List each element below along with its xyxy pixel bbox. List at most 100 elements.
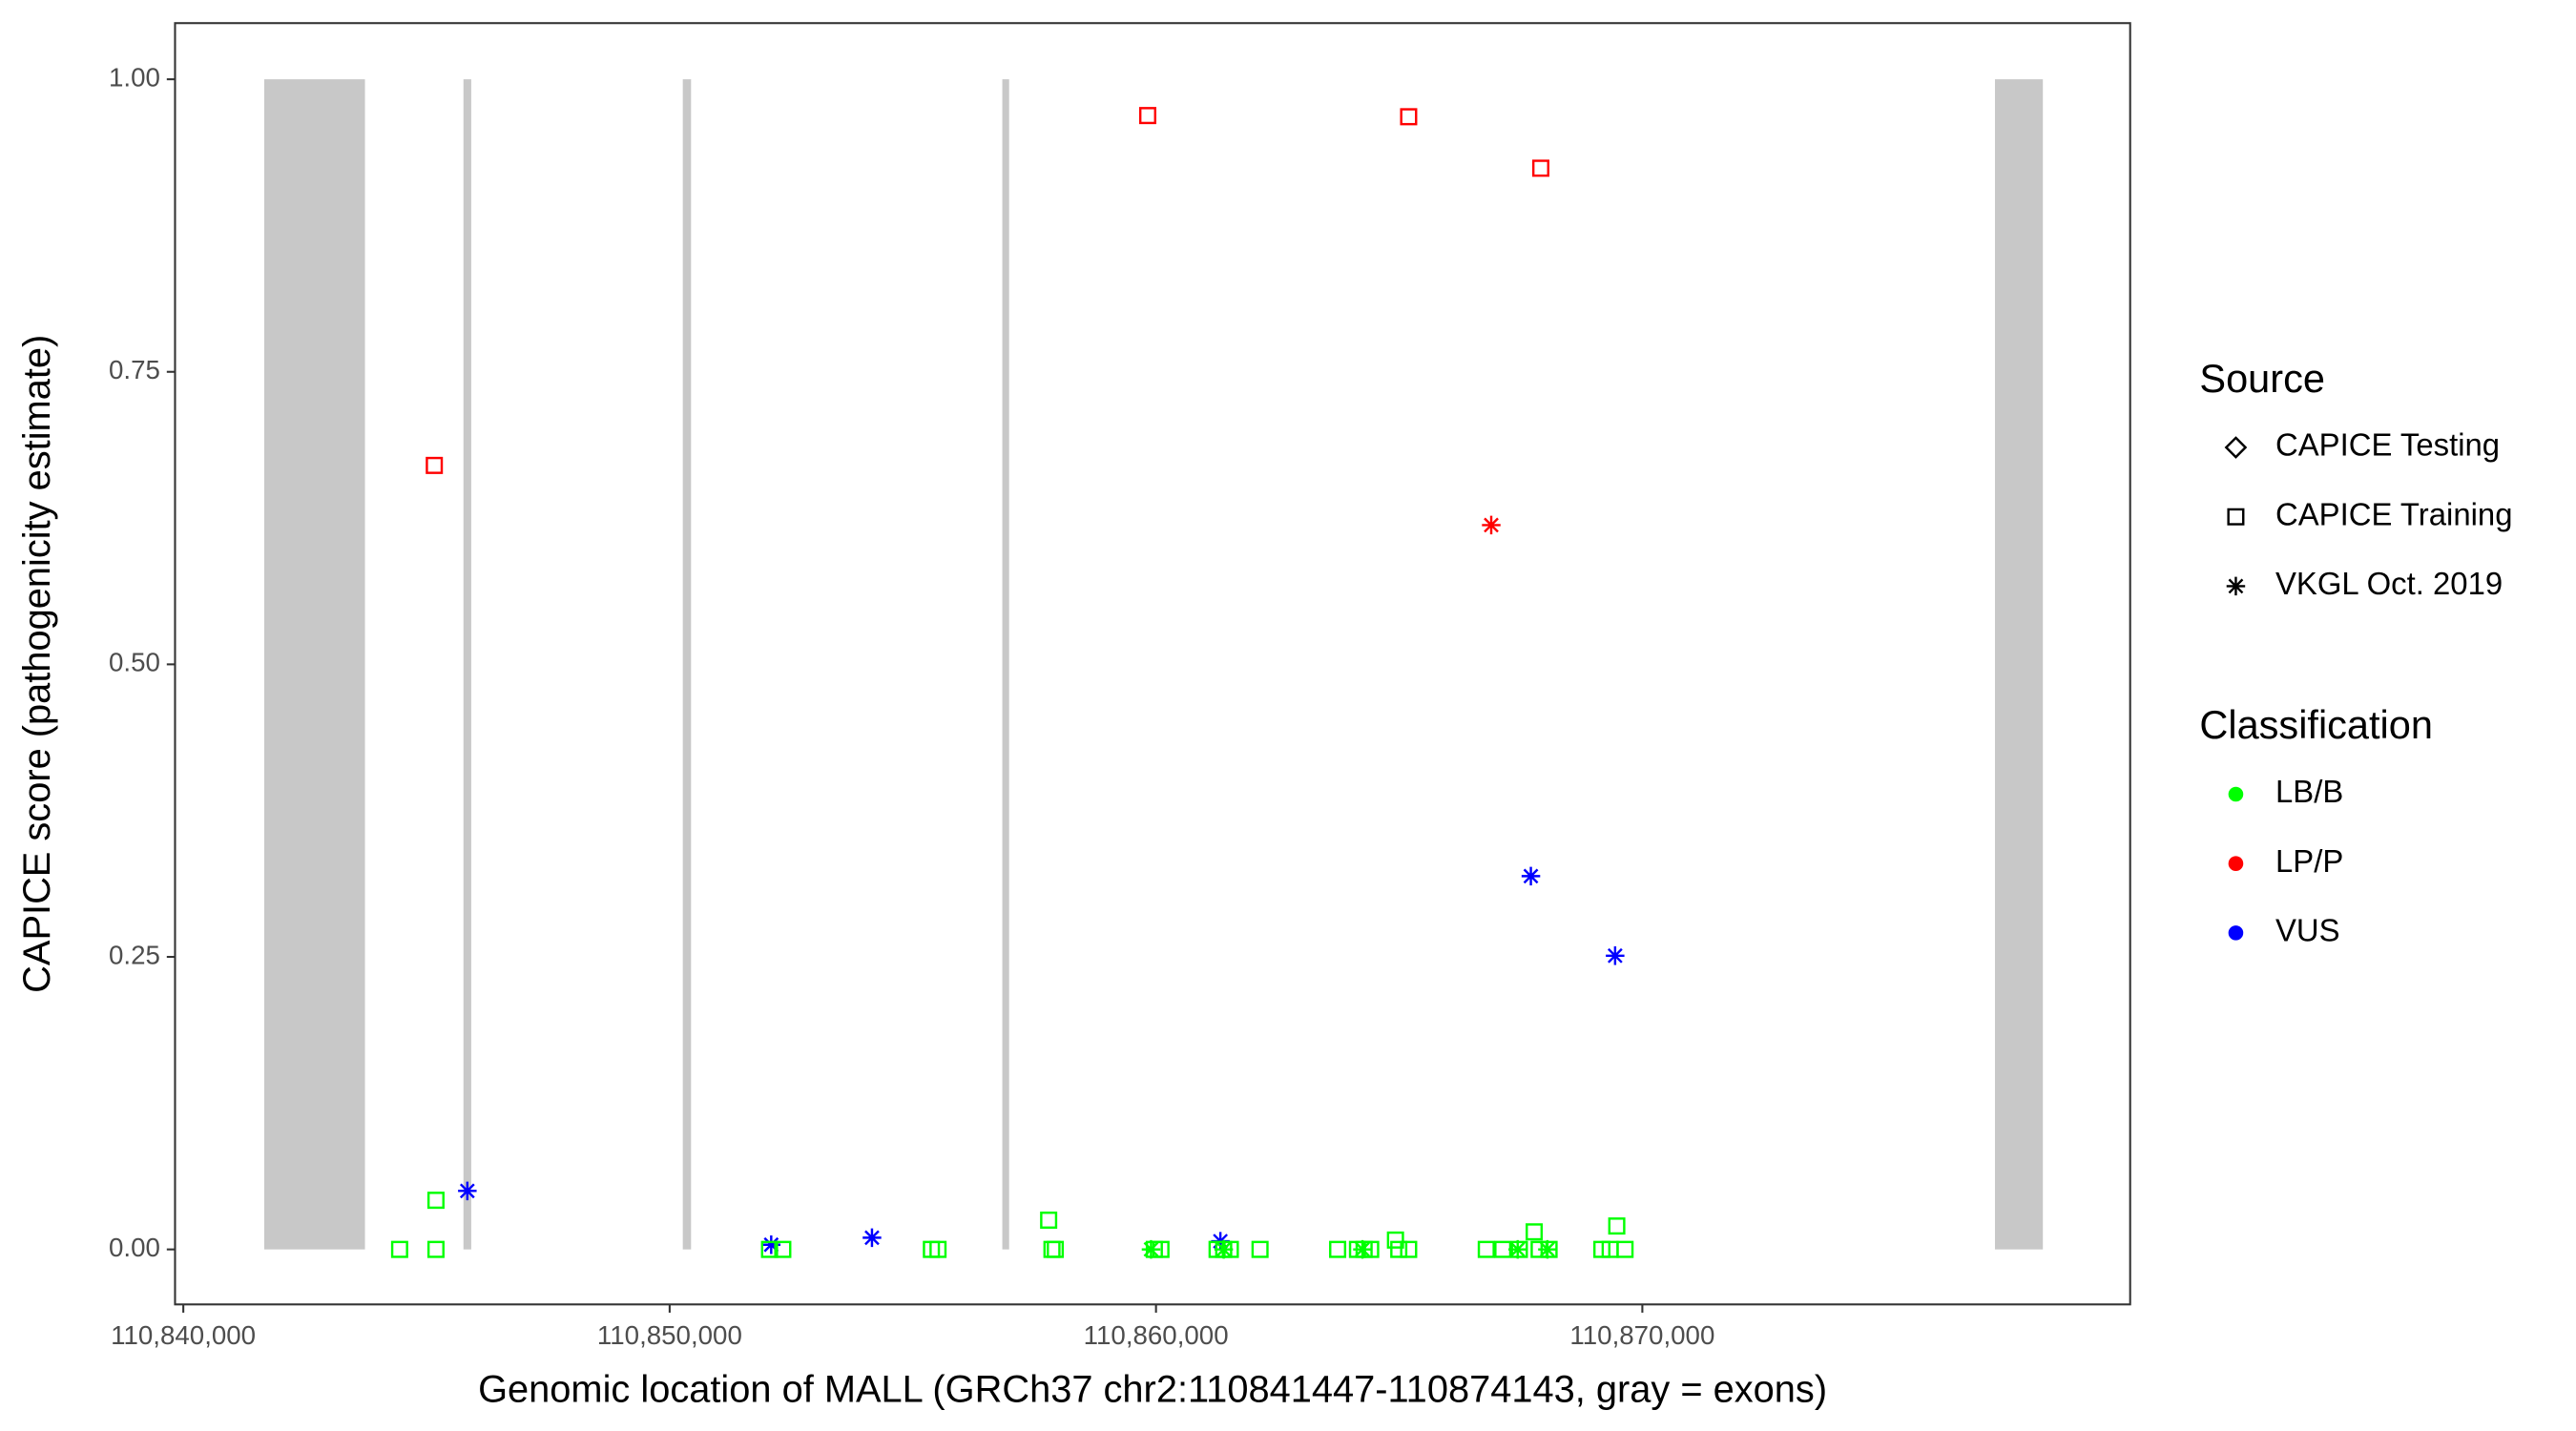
star [1606, 946, 1625, 965]
square [1400, 108, 1418, 126]
legend-key [2228, 786, 2244, 802]
square [1138, 107, 1156, 125]
y-tick-label: 1.00 [109, 62, 160, 92]
exon [682, 79, 692, 1250]
point [1141, 1239, 1161, 1259]
x-tick-label: 110,840,000 [111, 1320, 256, 1350]
legend-key [2224, 436, 2248, 459]
square [426, 1240, 445, 1258]
exon [1994, 79, 2044, 1250]
point [1400, 1240, 1418, 1258]
star [1353, 1239, 1372, 1259]
point [426, 456, 444, 474]
square [390, 1240, 408, 1258]
point [1251, 1240, 1269, 1258]
point [1616, 1240, 1634, 1258]
point [1494, 1240, 1512, 1258]
point [774, 1240, 792, 1258]
point [1138, 107, 1156, 125]
point [426, 1240, 445, 1258]
star [1538, 1239, 1557, 1259]
x-tick-label: 110,860,000 [1084, 1320, 1229, 1350]
y-axis-title: CAPICE score (pathogenicity estimate) [16, 335, 58, 993]
exon [1002, 79, 1009, 1250]
point [862, 1228, 882, 1248]
square [1494, 1240, 1512, 1258]
diamond [2224, 436, 2248, 459]
legend-label: VKGL Oct. 2019 [2275, 566, 2503, 601]
point [1521, 866, 1541, 886]
point [390, 1240, 408, 1258]
star [1508, 1239, 1527, 1259]
square [1386, 1231, 1404, 1249]
legend-label: LB/B [2275, 774, 2343, 809]
x-tick-label: 110,850,000 [597, 1320, 742, 1350]
point [929, 1240, 947, 1258]
x-tick-label: 110,870,000 [1569, 1320, 1714, 1350]
legend-label: CAPICE Testing [2275, 427, 2500, 463]
legend-key [2228, 856, 2244, 871]
star [1214, 1239, 1234, 1259]
star [862, 1228, 882, 1248]
y-tick-label: 0.25 [109, 940, 160, 969]
square [760, 1240, 779, 1258]
legend-label: VUS [2275, 913, 2340, 948]
y-tick-label: 0.75 [109, 355, 160, 384]
point [1526, 1223, 1544, 1241]
star [1482, 515, 1501, 535]
y-tick-label: 0.50 [109, 648, 160, 677]
point [1329, 1240, 1347, 1258]
exon [263, 79, 365, 1250]
exon [463, 79, 471, 1250]
point [1047, 1240, 1065, 1258]
point [1606, 946, 1625, 965]
legend-key [2227, 508, 2245, 526]
point [1040, 1211, 1058, 1229]
point [458, 1181, 477, 1201]
point [1390, 1240, 1408, 1258]
point [1482, 515, 1501, 535]
legend-label: LP/P [2275, 843, 2343, 879]
x-axis-title: Genomic location of MALL (GRCh37 chr2:11… [478, 1369, 1827, 1411]
point [761, 1235, 781, 1255]
point [1531, 159, 1549, 177]
legend-title: Source [2199, 356, 2325, 401]
square [1608, 1217, 1626, 1235]
square [2227, 508, 2245, 526]
legend-key [2228, 925, 2244, 941]
square [426, 1192, 445, 1210]
square [1526, 1223, 1544, 1241]
square [1616, 1240, 1634, 1258]
point [1538, 1239, 1557, 1259]
point [1608, 1217, 1626, 1235]
point [1508, 1239, 1527, 1259]
star [458, 1181, 477, 1201]
point [1400, 108, 1418, 126]
point [1214, 1239, 1234, 1259]
square [1400, 1240, 1418, 1258]
point [426, 1192, 445, 1210]
legend-title: Classification [2199, 702, 2433, 747]
square [929, 1240, 947, 1258]
legend-label: CAPICE Training [2275, 496, 2513, 531]
square [1329, 1240, 1347, 1258]
star [1521, 866, 1541, 886]
star [761, 1235, 781, 1255]
star [2226, 576, 2246, 596]
square [1047, 1240, 1065, 1258]
star [1141, 1239, 1161, 1259]
square [1531, 159, 1549, 177]
point [1353, 1239, 1372, 1259]
point [1386, 1231, 1404, 1249]
y-tick-label: 0.00 [109, 1233, 160, 1262]
point [760, 1240, 779, 1258]
square [1251, 1240, 1269, 1258]
legend-key [2226, 576, 2246, 596]
point [1477, 1240, 1495, 1258]
square [1040, 1211, 1058, 1229]
square [426, 456, 444, 474]
square [1390, 1240, 1408, 1258]
square [1477, 1240, 1495, 1258]
square [774, 1240, 792, 1258]
